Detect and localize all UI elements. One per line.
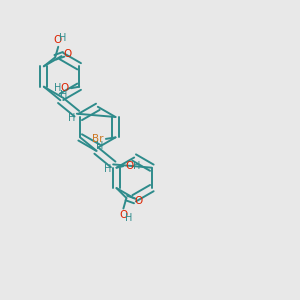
- Text: O: O: [135, 196, 143, 206]
- Text: H: H: [54, 83, 61, 93]
- Text: H: H: [125, 212, 133, 223]
- Text: Br: Br: [92, 134, 104, 144]
- Text: O: O: [53, 35, 61, 45]
- Text: H: H: [60, 90, 67, 100]
- Text: O: O: [119, 209, 128, 220]
- Text: H: H: [133, 161, 141, 171]
- Text: O: O: [126, 161, 134, 171]
- Text: H: H: [104, 164, 112, 174]
- Text: O: O: [63, 49, 72, 59]
- Text: H: H: [68, 113, 75, 123]
- Text: H: H: [96, 141, 103, 151]
- Text: O: O: [60, 83, 68, 93]
- Text: H: H: [59, 33, 67, 43]
